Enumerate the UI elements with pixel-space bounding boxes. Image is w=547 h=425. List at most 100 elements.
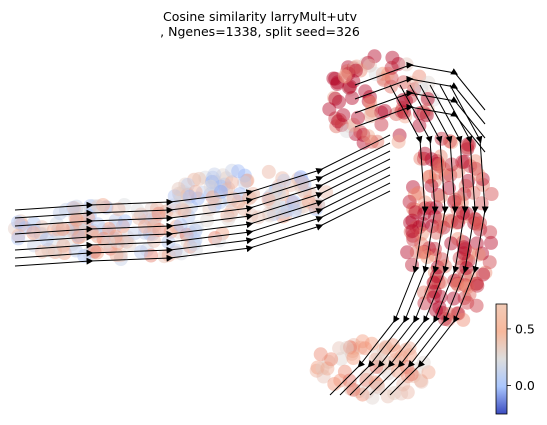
colorbar-tick-label: 0.5 (515, 321, 535, 336)
cell-point (68, 206, 83, 221)
cell-point (315, 361, 330, 376)
cell-point (130, 203, 145, 218)
cell-point (468, 154, 483, 169)
cell-point (332, 94, 346, 109)
cell-point (361, 55, 375, 70)
cell-point (432, 159, 447, 174)
cell-point (348, 63, 363, 78)
cell-point (319, 185, 334, 200)
cell-point (343, 82, 358, 97)
cell-point (416, 105, 431, 120)
cell-point (433, 219, 448, 234)
cell-point (343, 381, 358, 396)
cell-point (416, 355, 431, 370)
cell-point (405, 224, 420, 239)
cell-point (310, 360, 325, 375)
cell-point (342, 373, 357, 388)
cell-point (362, 58, 377, 73)
cell-point (368, 67, 383, 81)
cell-point (320, 361, 335, 376)
cell-point (460, 137, 475, 152)
title-line-2: , Ngenes=1338, split seed=326 (160, 24, 360, 39)
cell-point (339, 340, 354, 355)
streamline (14, 190, 391, 267)
cell-point (295, 175, 310, 190)
streamline (389, 84, 489, 396)
cell-point (444, 236, 459, 251)
cell-point (35, 226, 49, 241)
cell-point (309, 363, 324, 378)
cell-point (231, 164, 246, 179)
cell-point (73, 224, 88, 239)
cell-point (360, 385, 375, 400)
cell-point (344, 346, 359, 361)
cell-point (26, 223, 41, 238)
cell-point (400, 385, 415, 400)
cell-point (394, 104, 409, 119)
cell-point (14, 217, 29, 232)
cell-point (384, 71, 399, 85)
cell-point (73, 229, 88, 244)
cell-point (324, 352, 339, 367)
cell-point (362, 90, 377, 104)
cell-point (384, 60, 399, 75)
cell-point (338, 69, 353, 84)
cell-point (484, 235, 498, 250)
cell-point (347, 60, 362, 75)
cell-point (321, 354, 336, 369)
streamline (354, 103, 486, 153)
cell-point (345, 344, 360, 358)
cell-point (361, 94, 376, 109)
cell-point (346, 338, 361, 352)
cell-point (207, 167, 222, 182)
cell-point (316, 369, 331, 384)
cell-point (343, 79, 357, 94)
cell-point (74, 220, 89, 235)
cell-point (134, 245, 148, 259)
cell-point (334, 351, 349, 366)
cell-point (351, 384, 366, 399)
cell-point (346, 341, 360, 356)
cell-point (380, 389, 395, 404)
cell-point (69, 216, 84, 231)
cell-point (330, 75, 345, 90)
chart-title: Cosine similarity larryMult+utv , Ngenes… (0, 9, 520, 39)
cell-point (341, 66, 356, 81)
cell-point (376, 71, 391, 86)
cell-point (336, 108, 351, 123)
cell-point (330, 77, 345, 92)
cell-point (66, 220, 81, 235)
colorbar-gradient (495, 303, 508, 415)
cell-point (413, 373, 428, 388)
cell-point (65, 221, 80, 236)
cell-point (11, 228, 26, 243)
cell-point (346, 351, 361, 365)
cell-point (56, 238, 71, 253)
cell-point (355, 387, 370, 402)
cell-point (326, 71, 341, 86)
cell-point (46, 222, 61, 237)
cell-point (26, 216, 41, 231)
cell-point (396, 377, 411, 392)
cell-point (358, 56, 373, 71)
cell-point (401, 369, 415, 384)
cell-point (374, 117, 389, 132)
cell-point (341, 80, 356, 95)
cell-point (367, 49, 382, 64)
cell-point (65, 237, 79, 252)
cell-point (399, 57, 414, 72)
cell-point (327, 90, 341, 105)
cell-point (328, 91, 343, 106)
cell-point (358, 84, 373, 99)
cell-point (313, 347, 328, 362)
cell-point (168, 243, 183, 258)
cell-point (391, 134, 406, 149)
cell-point (353, 63, 368, 78)
cell-point (71, 228, 86, 243)
cell-point (327, 377, 342, 391)
cell-point (192, 171, 207, 186)
cell-point (67, 201, 81, 215)
cell-point (412, 118, 427, 133)
cell-point (345, 91, 360, 105)
